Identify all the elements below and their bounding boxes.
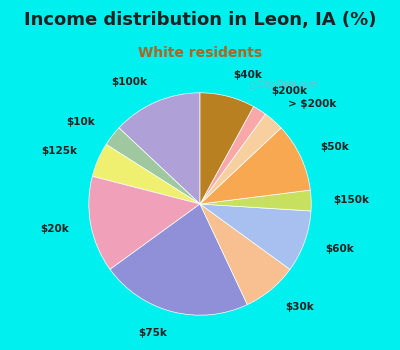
Text: White residents: White residents [138, 46, 262, 60]
Wedge shape [200, 106, 265, 204]
Wedge shape [110, 204, 247, 315]
Text: $150k: $150k [333, 195, 369, 205]
Wedge shape [119, 93, 200, 204]
Text: $100k: $100k [111, 77, 147, 86]
Text: $10k: $10k [66, 117, 94, 127]
Text: $125k: $125k [42, 146, 78, 156]
Wedge shape [92, 145, 200, 204]
Wedge shape [200, 204, 290, 304]
Wedge shape [200, 128, 310, 204]
Text: $60k: $60k [326, 244, 354, 254]
Wedge shape [106, 128, 200, 204]
Text: > $200k: > $200k [288, 99, 337, 109]
Text: $20k: $20k [40, 224, 69, 234]
Text: $200k: $200k [272, 86, 308, 96]
Wedge shape [200, 114, 281, 204]
Wedge shape [89, 176, 200, 270]
Wedge shape [200, 93, 254, 204]
Text: $75k: $75k [138, 328, 167, 338]
Text: $50k: $50k [321, 142, 350, 152]
Wedge shape [200, 190, 311, 211]
Text: $30k: $30k [285, 302, 314, 312]
Wedge shape [200, 204, 311, 270]
Text: Income distribution in Leon, IA (%): Income distribution in Leon, IA (%) [24, 10, 376, 28]
Text: Ⓞ City-Data.com: Ⓞ City-Data.com [250, 80, 317, 89]
Text: $40k: $40k [233, 70, 262, 80]
